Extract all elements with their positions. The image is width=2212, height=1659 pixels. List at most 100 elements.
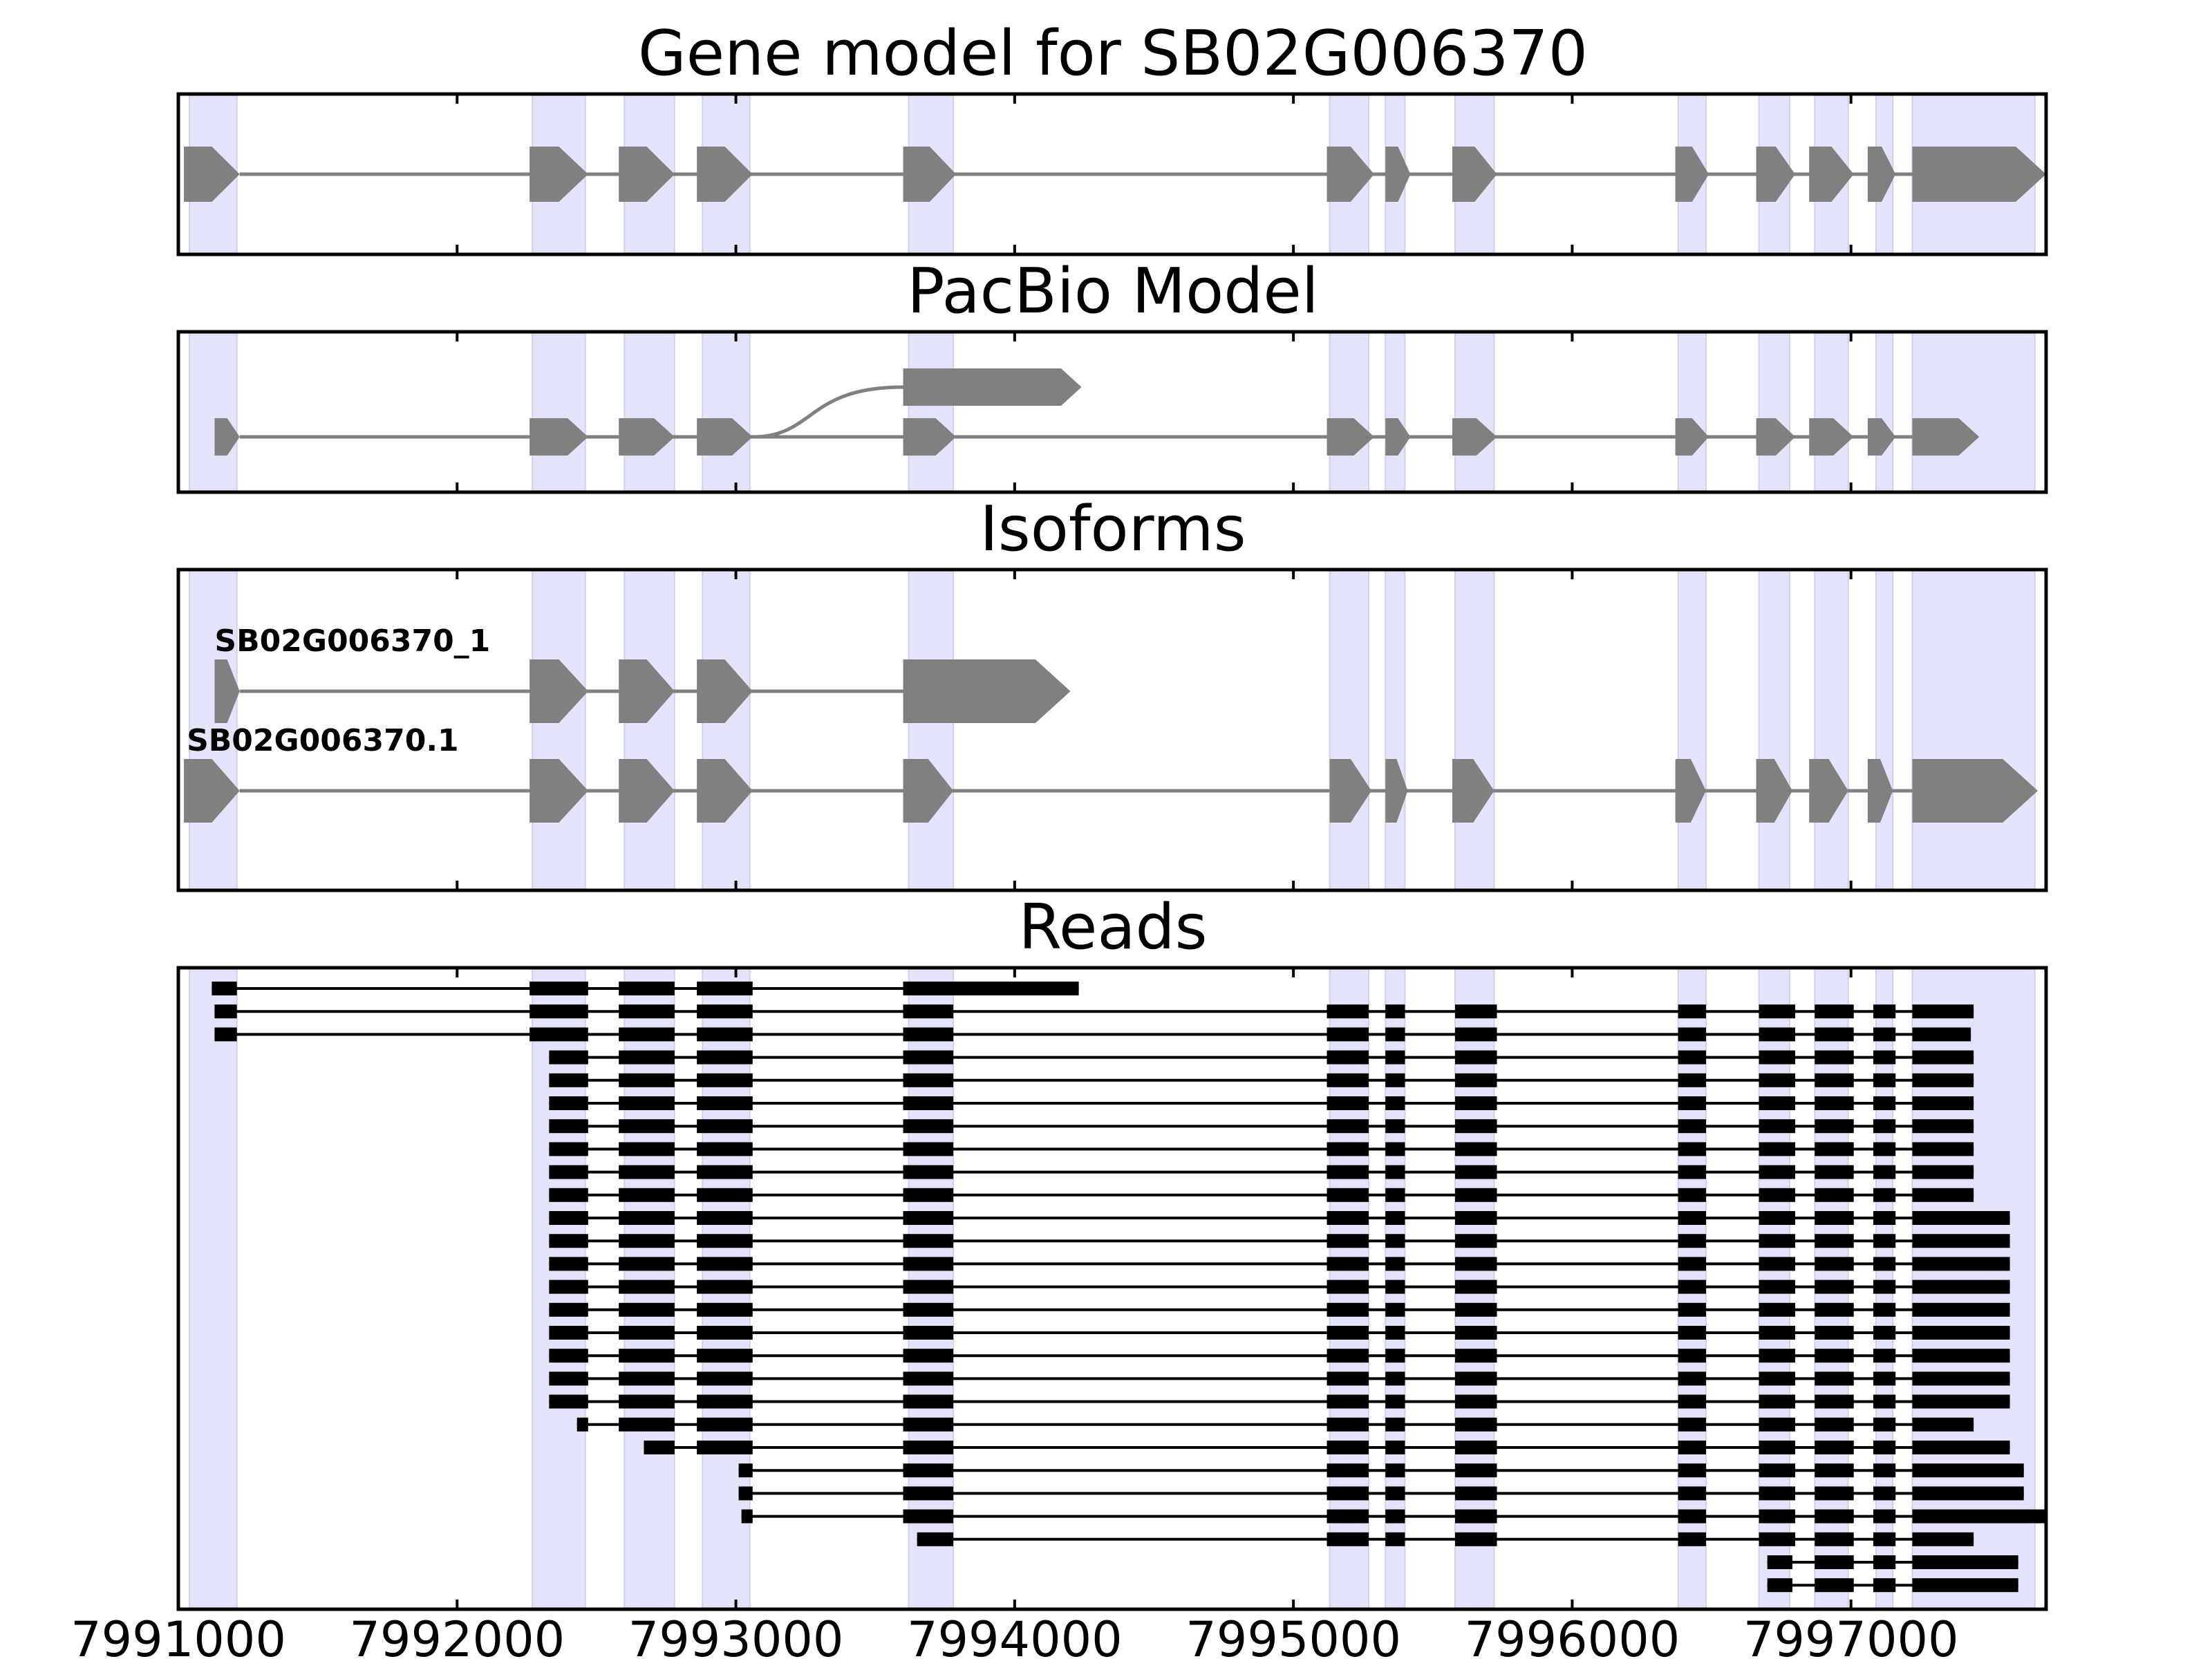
x-tick-label: 7997000 bbox=[1743, 1611, 1959, 1659]
read-block bbox=[1455, 1371, 1497, 1386]
x-tick-label: 7993000 bbox=[628, 1611, 844, 1659]
highlight-region bbox=[1911, 331, 2036, 493]
read-block bbox=[1327, 1302, 1369, 1317]
read-block bbox=[549, 1234, 588, 1248]
read-block bbox=[1327, 1532, 1369, 1546]
read-block bbox=[1385, 1050, 1405, 1065]
read-block bbox=[903, 1463, 954, 1478]
read-block bbox=[1912, 1188, 1974, 1202]
read bbox=[549, 1394, 2010, 1409]
read-block bbox=[1815, 1004, 1854, 1019]
read-block bbox=[1385, 1027, 1405, 1042]
read-block bbox=[1455, 1486, 1497, 1501]
read-block bbox=[549, 1394, 588, 1409]
read-block bbox=[1815, 1188, 1854, 1202]
read-block bbox=[1678, 1441, 1706, 1454]
read-block bbox=[1873, 1073, 1896, 1087]
exon bbox=[697, 147, 753, 202]
exon bbox=[1452, 759, 1494, 823]
read bbox=[549, 1280, 2010, 1294]
read-block bbox=[619, 1027, 675, 1042]
exon bbox=[903, 147, 957, 202]
read-block bbox=[1815, 1280, 1854, 1294]
read-block bbox=[1767, 1555, 1793, 1569]
read-block bbox=[697, 1371, 753, 1386]
read-block bbox=[1327, 1211, 1369, 1225]
read-block bbox=[619, 1257, 675, 1271]
read-block bbox=[1327, 1394, 1369, 1409]
read-block bbox=[1815, 1211, 1854, 1225]
exon bbox=[1385, 759, 1408, 823]
read-block bbox=[1759, 1441, 1796, 1454]
read-block bbox=[1327, 1027, 1369, 1042]
read-block bbox=[1815, 1302, 1854, 1317]
read-block bbox=[1678, 1165, 1706, 1179]
read-block bbox=[1678, 1463, 1706, 1478]
isoform-label: SB02G006370_1 bbox=[214, 624, 490, 659]
read-block bbox=[549, 1119, 588, 1134]
read-block bbox=[697, 1188, 753, 1202]
exon bbox=[1809, 418, 1854, 456]
read-block bbox=[1455, 1463, 1497, 1478]
read bbox=[577, 1417, 1974, 1432]
read bbox=[212, 982, 1079, 995]
highlight-region bbox=[1677, 569, 1707, 891]
read-block bbox=[1912, 1073, 1974, 1087]
read-block bbox=[1873, 1417, 1896, 1432]
read-block bbox=[1455, 1119, 1497, 1134]
highlight-region bbox=[1454, 569, 1495, 891]
read-block bbox=[1873, 1004, 1896, 1019]
read-block bbox=[619, 1142, 675, 1156]
read bbox=[549, 1188, 1974, 1202]
highlight-region bbox=[532, 569, 586, 891]
isoforms-title: Isoforms bbox=[980, 493, 1246, 565]
exon bbox=[697, 659, 753, 723]
read-block bbox=[1678, 1509, 1706, 1524]
highlight-region bbox=[1385, 569, 1406, 891]
read-block bbox=[697, 1142, 753, 1156]
exon bbox=[903, 368, 1082, 406]
read-block bbox=[1873, 1486, 1896, 1501]
panel-frame bbox=[176, 92, 2048, 256]
read-block bbox=[903, 1257, 954, 1271]
exon bbox=[1809, 147, 1854, 202]
read-block bbox=[1873, 1257, 1896, 1271]
exon bbox=[1867, 147, 1896, 202]
read-block bbox=[1455, 1027, 1497, 1042]
read-block bbox=[1815, 1463, 1854, 1478]
read-block bbox=[903, 1486, 954, 1501]
read-block bbox=[1815, 1417, 1854, 1432]
read-block bbox=[903, 1188, 954, 1202]
exon bbox=[903, 418, 957, 456]
read-block bbox=[697, 1417, 753, 1432]
read-block bbox=[1759, 1509, 1796, 1524]
read-block bbox=[1678, 1326, 1706, 1340]
read-block bbox=[1873, 1532, 1896, 1546]
x-tick-label: 7991000 bbox=[71, 1611, 286, 1659]
read-block bbox=[1385, 1509, 1405, 1524]
read-block bbox=[1815, 1326, 1854, 1340]
read-block bbox=[1759, 1326, 1796, 1340]
x-tick-label: 7995000 bbox=[1185, 1611, 1401, 1659]
read-block bbox=[903, 1302, 954, 1317]
read-block bbox=[1385, 1302, 1405, 1317]
read-block bbox=[903, 1417, 954, 1432]
read-block bbox=[1759, 1302, 1796, 1317]
read-block bbox=[549, 1073, 588, 1087]
exon bbox=[1675, 147, 1709, 202]
exon bbox=[1452, 147, 1497, 202]
read-block bbox=[903, 1096, 954, 1110]
read bbox=[214, 1027, 1971, 1042]
highlight-region bbox=[1329, 569, 1370, 891]
read-block bbox=[697, 1004, 753, 1019]
read-block bbox=[214, 1004, 237, 1019]
read-block bbox=[1327, 1142, 1369, 1156]
read-block bbox=[1678, 1027, 1706, 1042]
read-block bbox=[1327, 1326, 1369, 1340]
highlight-region bbox=[702, 569, 751, 891]
read-block bbox=[1678, 1096, 1706, 1110]
read-block bbox=[1815, 1441, 1854, 1454]
exon bbox=[214, 659, 240, 723]
read-block bbox=[212, 982, 237, 995]
read-block bbox=[1912, 1050, 1974, 1065]
